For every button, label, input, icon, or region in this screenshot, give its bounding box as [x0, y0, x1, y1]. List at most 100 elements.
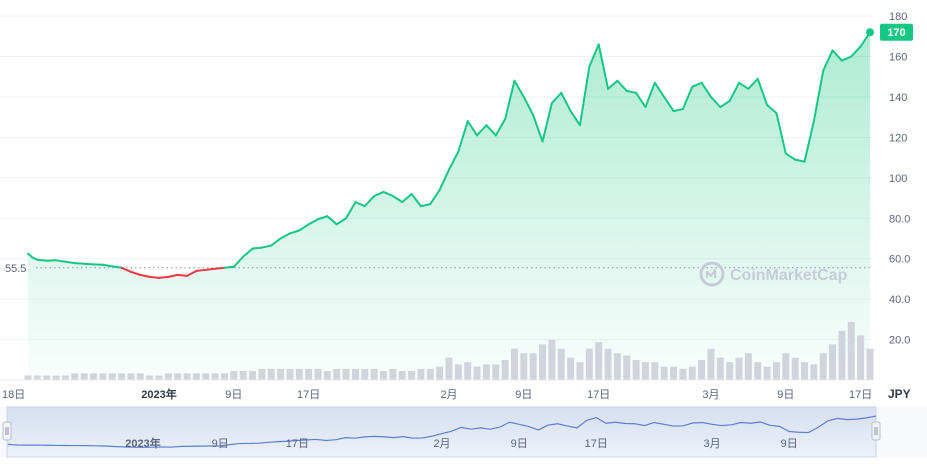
x-tick-label: 2023年 [141, 387, 176, 401]
price-segment [756, 77, 769, 107]
baseline-label: 55.5 [5, 263, 26, 275]
x-tick-label: 3月 [702, 389, 719, 401]
x-tick-label: 9日 [777, 389, 794, 401]
watermark-text: CoinMarketCap [730, 267, 848, 284]
volume-bar [52, 375, 60, 380]
volume-bar [164, 373, 172, 380]
navigator-line [7, 415, 877, 448]
price-segment [822, 49, 834, 72]
volume-bar [239, 371, 247, 380]
price-segment [317, 215, 329, 221]
volume-bar [660, 366, 668, 380]
y-tick-label: 80.0 [889, 213, 910, 225]
price-segment [653, 81, 666, 98]
navigator-tick-label: 17日 [585, 438, 608, 450]
volume-bar [641, 362, 649, 380]
price-segment [663, 95, 675, 113]
volume-bar [613, 353, 621, 380]
volume-bar [688, 366, 696, 380]
navigator-tick-label: 9日 [511, 438, 528, 450]
price-segment [401, 192, 413, 204]
current-price-dot [866, 28, 874, 37]
price-segment [139, 273, 151, 278]
price-segment [560, 91, 572, 113]
price-segment [429, 188, 441, 206]
y-tick-label: 140 [889, 92, 907, 104]
volume-bar [445, 357, 453, 380]
current-price-label: 170 [887, 27, 905, 39]
volume-bar [333, 368, 341, 380]
volume-bar [80, 373, 88, 380]
price-segment [709, 95, 722, 109]
price-segment [691, 81, 703, 88]
currency-label: JPY [888, 387, 911, 401]
price-segment [214, 266, 226, 270]
price-segment [83, 262, 95, 266]
price-area-fill [28, 32, 870, 380]
y-tick-label: 180 [889, 11, 907, 23]
price-segment [766, 104, 778, 115]
volume-bar [61, 375, 69, 380]
price-segment [251, 246, 263, 250]
price-segment [279, 232, 291, 240]
price-segment [700, 81, 712, 98]
price-segment [504, 79, 516, 121]
price-segment [270, 237, 282, 247]
volume-bar [623, 355, 631, 380]
price-segment [345, 201, 357, 220]
price-segment [363, 195, 376, 208]
navigator-tick-label: 3月 [703, 438, 720, 450]
volume-bar [267, 368, 275, 380]
volume-bar [838, 330, 846, 380]
volume-bar [33, 375, 41, 380]
price-segment [513, 79, 525, 98]
price-segment [382, 190, 394, 198]
volume-bar [43, 375, 51, 380]
volume-bar [754, 362, 762, 380]
price-segment [260, 244, 273, 249]
volume-bar [174, 373, 182, 380]
x-tick-label: 9日 [225, 389, 242, 401]
x-tick-label: 2月 [440, 389, 457, 401]
volume-bar [651, 362, 659, 380]
volume-bar [389, 368, 397, 380]
y-tick-label: 160 [889, 52, 907, 64]
price-segment [607, 79, 619, 90]
y-tick-label: 100 [889, 173, 907, 185]
price-segment [167, 273, 179, 278]
x-tick-label: 9日 [515, 389, 532, 401]
volume-bar [539, 344, 547, 380]
navigator-right-handle[interactable] [871, 421, 881, 441]
volume-bar [557, 348, 565, 380]
price-segment [681, 85, 694, 111]
volume-bar [735, 357, 743, 380]
volume-bar [501, 359, 509, 380]
volume-bar [866, 348, 874, 380]
navigator-tick-label: 2月 [433, 438, 450, 450]
volume-bar [698, 359, 706, 380]
volume-bar [370, 368, 378, 380]
volume-bar [417, 368, 425, 380]
price-segment [476, 124, 488, 137]
volume-bar [183, 373, 191, 380]
volume-bar [567, 357, 575, 380]
price-segment [672, 108, 684, 113]
volume-bar [295, 368, 303, 380]
volume-bar [155, 375, 163, 380]
price-segment [840, 55, 853, 62]
price-segment [288, 229, 301, 235]
volume-bar [108, 373, 116, 380]
volume-bar [314, 368, 322, 380]
price-segment [242, 247, 254, 258]
volume-bar [127, 373, 135, 380]
price-segment [204, 267, 217, 271]
price-segment [532, 114, 544, 143]
range-navigator[interactable]: 2023年 9日 17日 2月 9日 17日 3月 9日 [0, 406, 927, 458]
price-segment [728, 81, 741, 102]
price-segment [775, 112, 787, 155]
price-segment [457, 120, 469, 153]
navigator-left-handle[interactable] [2, 421, 12, 441]
x-tick-label: 17日 [297, 389, 320, 401]
volume-bar [772, 362, 780, 380]
